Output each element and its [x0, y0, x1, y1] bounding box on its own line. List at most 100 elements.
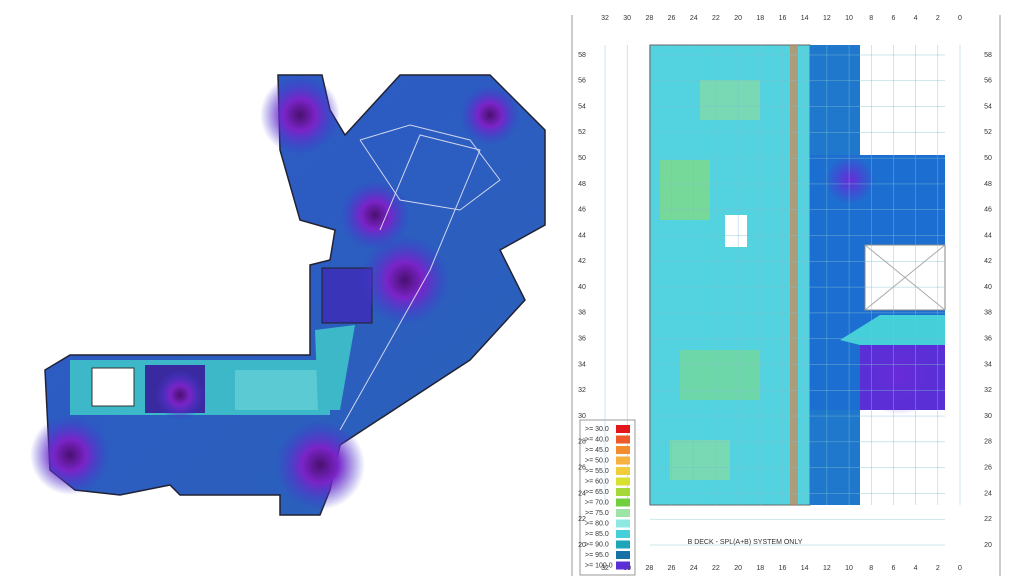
scale-label: 50 [578, 155, 586, 162]
caption: B DECK - SPL(A+B) SYSTEM ONLY [688, 539, 803, 546]
scale-label: 22 [712, 565, 720, 572]
scale-label: 12 [823, 565, 831, 572]
scale-label: 56 [578, 78, 586, 85]
scale-label: 36 [984, 336, 992, 343]
scale-label: 30 [623, 15, 631, 22]
legend-label: >= 95.0 [585, 552, 609, 559]
legend-swatch [616, 530, 630, 538]
scale-label: 14 [801, 15, 809, 22]
scale-label: 28 [645, 565, 653, 572]
legend-swatch [616, 488, 630, 496]
scale-label: 40 [578, 284, 586, 291]
scale-label: 40 [984, 284, 992, 291]
scale-label: 18 [756, 565, 764, 572]
legend-swatch [616, 498, 630, 507]
legend-label: >= 40.0 [585, 436, 609, 443]
scale-label: 56 [984, 78, 992, 85]
scale-label: 2 [936, 15, 940, 22]
legend-swatch [616, 467, 630, 475]
scale-label: 16 [779, 565, 787, 572]
scale-label: 26 [668, 15, 676, 22]
legend-label: >= 75.0 [585, 510, 609, 517]
scale-label: 38 [578, 310, 586, 317]
scale-label: 48 [984, 181, 992, 188]
scale-label: 22 [984, 516, 992, 523]
scale-label: 6 [891, 15, 895, 22]
scale-label: 22 [578, 516, 586, 523]
scale-label: 58 [984, 52, 992, 59]
legend-label: >= 60.0 [585, 478, 609, 485]
scale-label: 10 [845, 15, 853, 22]
scale-label: 32 [601, 565, 609, 572]
scale-label: 54 [984, 103, 992, 110]
legend-swatch [616, 425, 630, 433]
legend-swatch [616, 551, 630, 559]
scale-label: 26 [578, 464, 586, 471]
legend-label: >= 70.0 [585, 499, 609, 506]
scale-label: 10 [845, 565, 853, 572]
scale-label: 32 [601, 15, 609, 22]
scale-label: 26 [668, 565, 676, 572]
scale-label: 6 [891, 565, 895, 572]
scale-label: 4 [914, 15, 918, 22]
scale-label: 12 [823, 15, 831, 22]
legend-swatch [616, 561, 630, 570]
scale-label: 38 [984, 310, 992, 317]
right-drawing [571, 15, 1001, 576]
scale-label: 22 [712, 15, 720, 22]
legend-label: >= 30.0 [585, 426, 609, 433]
legend-label: >= 80.0 [585, 520, 609, 527]
scale-label: 0 [958, 15, 962, 22]
scale-label: 24 [690, 15, 698, 22]
scale-label: 32 [578, 387, 586, 394]
legend-label: >= 90.0 [585, 541, 609, 548]
legend-swatch [616, 509, 630, 517]
scale-label: 58 [578, 52, 586, 59]
scale-label: 20 [734, 565, 742, 572]
scale-label: 30 [578, 413, 586, 420]
legend-swatch [616, 477, 630, 486]
scale-label: 24 [690, 565, 698, 572]
scale-label: 34 [578, 361, 586, 368]
left-heatmap [30, 74, 546, 516]
scale-label: 8 [869, 15, 873, 22]
scale-label: 34 [984, 361, 992, 368]
scale-label: 32 [984, 387, 992, 394]
scale-label: 4 [914, 565, 918, 572]
scale-label: 52 [984, 129, 992, 136]
scale-label: 14 [801, 565, 809, 572]
scale-label: 42 [578, 258, 586, 265]
scale-label: 18 [756, 15, 764, 22]
scale-label: 26 [984, 464, 992, 471]
legend-label: >= 100.0 [585, 562, 613, 569]
scale-label: 8 [869, 565, 873, 572]
scale-label: 54 [578, 103, 586, 110]
scale-label: 20 [984, 542, 992, 549]
scale-label: 42 [984, 258, 992, 265]
scale-label: 20 [578, 542, 586, 549]
scale-label: 28 [645, 15, 653, 22]
scale-label: 24 [984, 490, 992, 497]
scale-label: 36 [578, 336, 586, 343]
legend-swatch [616, 540, 630, 549]
scale-label: 30 [984, 413, 992, 420]
scale-label: 24 [578, 490, 586, 497]
legend-label: >= 55.0 [585, 468, 609, 475]
legend-label: >= 65.0 [585, 489, 609, 496]
scale-label: 48 [578, 181, 586, 188]
legend-swatch [616, 446, 630, 454]
scale-label: 46 [578, 207, 586, 214]
legend-swatch [616, 519, 630, 528]
scale-label: 28 [984, 439, 992, 446]
legend-swatch [616, 435, 630, 444]
scale-label: 44 [984, 232, 992, 239]
scale-label: 52 [578, 129, 586, 136]
legend-swatch [616, 456, 630, 465]
legend-label: >= 85.0 [585, 531, 609, 538]
scale-label: 46 [984, 207, 992, 214]
scale-label: 20 [734, 15, 742, 22]
scale-label: 44 [578, 232, 586, 239]
legend-label: >= 45.0 [585, 447, 609, 454]
